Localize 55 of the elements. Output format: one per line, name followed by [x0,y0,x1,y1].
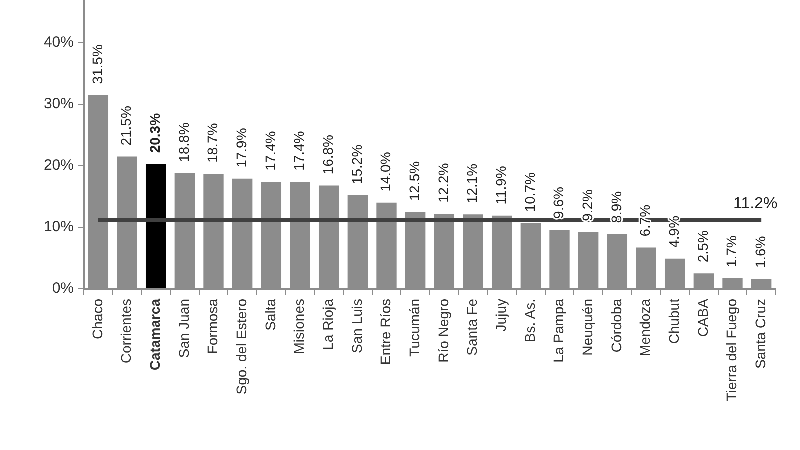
data-label: 31.5% [89,44,106,84]
x-tick-label: CABA [694,298,711,338]
x-tick-label: Corrientes [118,299,134,364]
data-label: 14.0% [378,152,394,192]
data-label: 10.7% [522,172,538,212]
data-label: 17.4% [262,131,278,172]
x-tick-label: Santa Fe [464,298,480,356]
data-label: 2.5% [694,230,711,263]
data-label: 4.9% [666,216,682,248]
data-label: 12.2% [435,163,452,203]
data-label: 21.5% [118,106,134,146]
x-tick-label: Tucumán [406,299,422,357]
x-tick-label: La Rioja [320,298,336,350]
x-tick-label: Jujuy [492,299,509,332]
x-tick-label: Sgo. del Estero [233,298,250,395]
data-label: 9.6% [550,187,567,219]
x-tick-label: Bs. As. [522,299,538,343]
x-tick-label: Córdoba [608,298,624,353]
x-tick-label: Misiones [291,299,308,354]
x-tick-label: Chaco [89,298,106,340]
y-tick-label: 20% [44,157,74,174]
y-tick-label: 40% [44,34,74,52]
data-label: 8.9% [608,191,624,224]
data-label: 17.4% [291,131,308,172]
data-label: 15.2% [348,144,365,185]
x-tick-label: Río Negro [435,298,452,363]
data-label: 12.5% [406,161,422,202]
data-label: 17.9% [233,128,250,168]
data-label: 20.3% [146,112,163,154]
y-tick-label: 10% [44,218,74,236]
data-label: 6.7% [637,204,654,237]
x-tick-label: Formosa [204,298,221,354]
x-tick-label: Tierra del Fuego [724,298,740,402]
data-label: 12.1% [464,164,480,204]
y-tick-label: 30% [44,96,74,113]
x-tick-label: Catamarca [146,298,163,371]
x-tick-label: Neuquén [579,299,596,356]
x-tick-label: La Pampa [550,298,567,363]
data-label: 18.7% [204,123,221,164]
data-label: 18.8% [176,122,192,162]
data-label: 11.9% [492,166,509,205]
ref-line-label: 11.2% [733,196,778,213]
x-tick-label: San Juan [176,299,192,358]
data-label: 1.6% [752,236,768,268]
data-label: 9.2% [579,190,596,222]
x-tick-label: Chubut [666,298,682,344]
x-tick-label: Salta [262,298,278,331]
x-tick-label: Santa Cruz [752,299,768,370]
x-tick-label: Mendoza [637,298,654,357]
x-tick-label: Entre Ríos [378,299,394,366]
bar [146,164,166,288]
y-tick-label: 0% [52,280,74,298]
data-label: 1.7% [724,236,740,268]
data-label: 16.8% [320,134,336,175]
x-tick-label: San Luis [348,299,365,354]
